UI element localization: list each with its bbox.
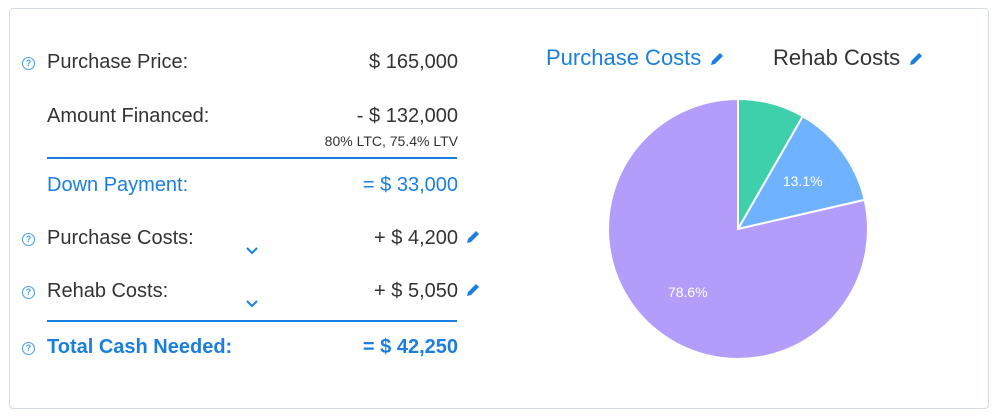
- edit-pencil-icon[interactable]: [465, 229, 481, 245]
- cost-breakdown-pie-chart: 13.1% 78.6%: [607, 97, 869, 360]
- row-purchase-costs: ? Purchase Costs: + $ 4,200: [10, 227, 510, 267]
- total-cash-needed-value: = $ 42,250: [362, 336, 458, 358]
- row-amount-financed: Amount Financed: - $ 132,000 80% LTC, 75…: [10, 105, 510, 155]
- edit-pencil-icon[interactable]: [709, 51, 725, 67]
- ltc-ltv-text: 80% LTC, 75.4% LTV: [324, 133, 458, 149]
- rehab-costs-value: + $ 5,050: [374, 280, 458, 302]
- edit-pencil-icon[interactable]: [465, 282, 481, 298]
- pie-slice-label: 13.1%: [783, 173, 823, 189]
- rehab-costs-label: Rehab Costs:: [47, 280, 169, 302]
- amount-financed-label: Amount Financed:: [47, 105, 210, 127]
- purchase-costs-label: Purchase Costs:: [47, 227, 194, 249]
- help-icon[interactable]: ?: [22, 233, 35, 246]
- help-icon[interactable]: ?: [22, 57, 35, 70]
- pie-slice-label: 78.6%: [668, 284, 708, 300]
- row-rehab-costs: ? Rehab Costs: + $ 5,050: [10, 280, 510, 320]
- chevron-down-icon[interactable]: [246, 247, 258, 255]
- divider: [47, 157, 457, 159]
- total-cash-needed-label: Total Cash Needed:: [47, 336, 233, 358]
- divider: [47, 320, 457, 322]
- pie-slice-3[interactable]: [607, 97, 869, 360]
- purchase-price-label: Purchase Price:: [47, 51, 189, 73]
- purchase-costs-value: + $ 4,200: [374, 227, 458, 249]
- legend-purchase-costs-label: Purchase Costs: [546, 45, 702, 70]
- legend-rehab-costs-label: Rehab Costs: [773, 45, 901, 70]
- down-payment-value: = $ 33,000: [362, 174, 458, 196]
- legend-rehab-costs[interactable]: Rehab Costs: [773, 45, 924, 71]
- row-down-payment: Down Payment: = $ 33,000: [10, 174, 510, 214]
- row-total-cash-needed: ? Total Cash Needed: = $ 42,250: [10, 336, 510, 376]
- purchase-price-value: $ 165,000: [369, 51, 458, 73]
- help-icon[interactable]: ?: [22, 342, 35, 355]
- amount-financed-value: - $ 132,000: [356, 105, 458, 127]
- edit-pencil-icon[interactable]: [908, 51, 924, 67]
- cash-needed-card: ? Purchase Price: $ 165,000 Amount Finan…: [9, 8, 989, 409]
- down-payment-label: Down Payment:: [47, 174, 189, 196]
- pie-slice-2[interactable]: [735, 114, 866, 231]
- chevron-down-icon[interactable]: [246, 300, 258, 308]
- row-purchase-price: ? Purchase Price: $ 165,000: [10, 51, 510, 91]
- help-icon[interactable]: ?: [22, 286, 35, 299]
- legend-purchase-costs[interactable]: Purchase Costs: [546, 45, 725, 71]
